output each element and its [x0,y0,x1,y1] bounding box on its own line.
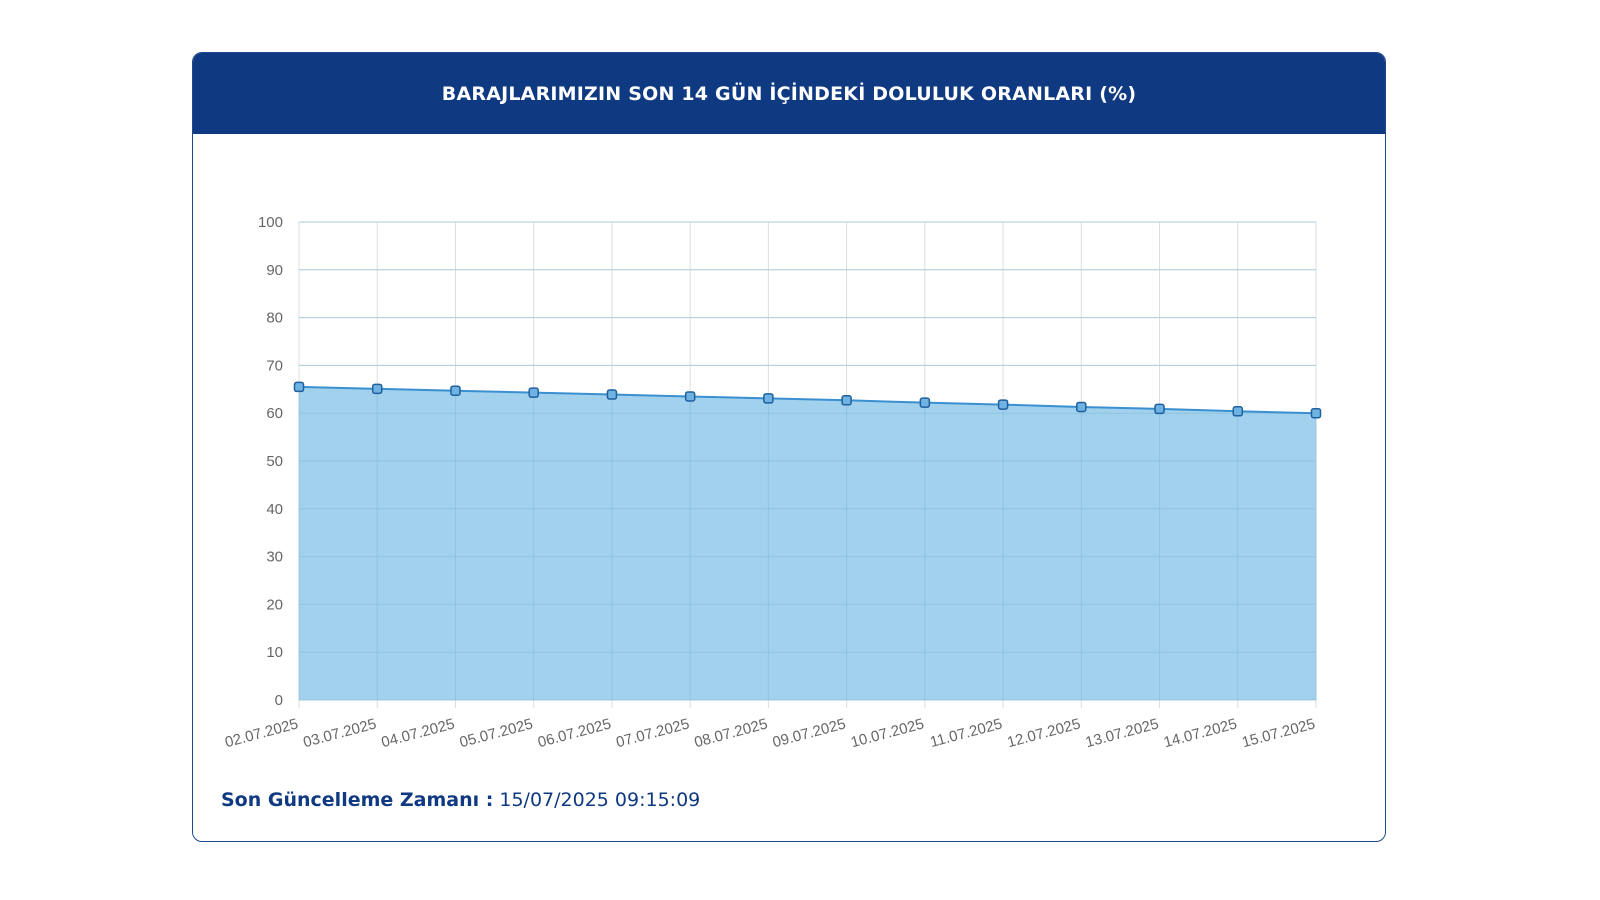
x-tick-label: 10.07.2025 [849,715,926,751]
y-tick-label: 50 [266,453,283,470]
x-tick-label: 03.07.2025 [301,715,378,751]
data-point [1310,407,1322,419]
x-tick-label: 12.07.2025 [1005,715,1082,751]
x-tick-label: 02.07.2025 [223,715,300,751]
last-update: Son Güncelleme Zamanı :15/07/2025 09:15:… [221,789,700,811]
x-tick-label: 13.07.2025 [1084,715,1161,751]
x-tick-label: 07.07.2025 [614,715,691,751]
data-point [919,397,931,408]
y-tick-label: 60 [266,405,283,422]
data-point [293,381,305,393]
x-tick-label: 14.07.2025 [1162,715,1239,751]
y-tick-label: 70 [266,357,283,374]
y-tick-label: 0 [275,692,283,709]
y-tick-label: 100 [258,214,283,231]
y-tick-label: 80 [266,310,283,327]
last-update-value: 15/07/2025 09:15:09 [499,789,701,811]
y-tick-label: 90 [266,262,283,279]
y-tick-label: 20 [266,596,283,613]
dam-occupancy-chart: 0 10 20 30 40 50 60 70 80 90 100 02.07.2025 03.07.20… [223,214,1322,751]
chart-card: BARAJLARIMIZIN SON 14 GÜN İÇİNDEKİ DOLUL… [192,52,1386,842]
data-point [1154,403,1165,415]
data-point [528,387,539,398]
series-area [299,386,1316,700]
data-point [997,399,1009,410]
x-tick-label: 15.07.2025 [1240,715,1317,751]
data-point [763,393,774,404]
last-update-label: Son Güncelleme Zamanı : [221,789,494,811]
data-point [371,383,383,395]
x-tick-label: 05.07.2025 [458,715,535,751]
data-point [1232,406,1244,417]
y-tick-label: 40 [266,501,283,518]
x-tick-label: 08.07.2025 [693,715,770,751]
data-point [450,385,461,396]
y-tick-label: 10 [266,644,283,661]
chart-area: 0 10 20 30 40 50 60 70 80 90 100 02.07.2025 03.07.20… [193,134,1385,774]
data-point [841,395,852,406]
x-tick-label: 04.07.2025 [380,715,457,751]
data-point [684,391,696,402]
x-tick-label: 09.07.2025 [771,715,848,751]
data-point [606,389,618,400]
series-line [298,385,1317,415]
y-tick-label: 30 [266,549,283,566]
x-tick-label: 06.07.2025 [536,715,613,751]
card-title: BARAJLARIMIZIN SON 14 GÜN İÇİNDEKİ DOLUL… [193,53,1385,134]
data-point [1076,401,1087,413]
x-tick-label: 11.07.2025 [928,715,1004,751]
